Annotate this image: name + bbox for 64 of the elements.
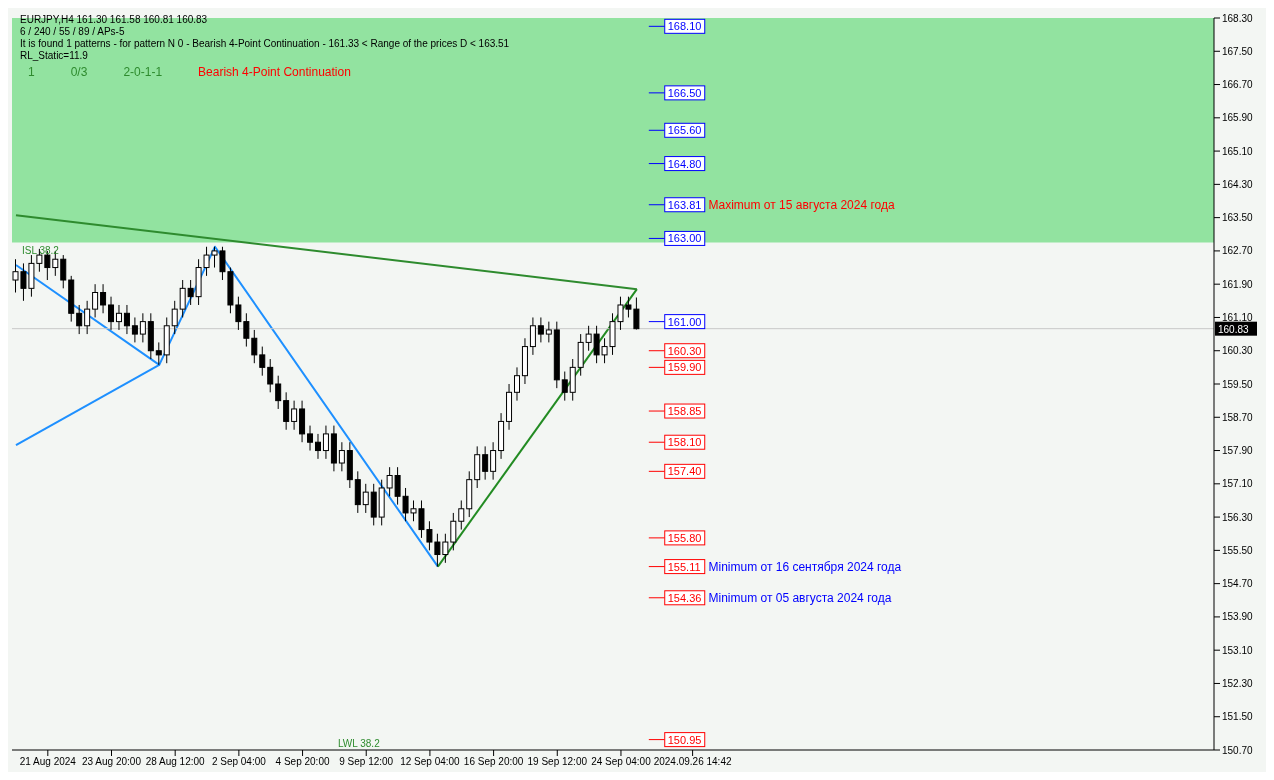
ref-line-label: 166.50 xyxy=(667,86,702,99)
y-tick-label: 160.30 xyxy=(1222,345,1254,357)
x-tick-label: 16 Sep 20:00 xyxy=(463,756,524,768)
x-tick-label: 12 Sep 04:00 xyxy=(400,756,461,768)
y-tick-label: 156.30 xyxy=(1222,511,1254,523)
annotation: 2-0-1-1 xyxy=(123,65,163,79)
y-tick-label: 159.50 xyxy=(1222,378,1254,390)
annotation: Minimum от 16 сентября 2024 года xyxy=(708,559,902,574)
ref-line-label: 154.36 xyxy=(667,591,702,604)
y-tick-label: 162.70 xyxy=(1222,245,1254,257)
y-tick-label: 153.90 xyxy=(1222,611,1254,623)
ref-line-label: 155.80 xyxy=(667,531,702,544)
y-tick-label: 153.10 xyxy=(1222,644,1254,656)
ref-line-label: 168.10 xyxy=(667,20,702,33)
y-tick-label: 152.30 xyxy=(1222,678,1254,689)
annotation: Maximum от 15 августа 2024 года xyxy=(708,197,895,212)
annotation: RL_Static=11.9 xyxy=(20,50,89,62)
ref-line-label: 163.81 xyxy=(667,198,702,211)
y-tick-label: 151.50 xyxy=(1222,711,1254,723)
annotation: 6 / 240 / 55 / 89 / APs-5 xyxy=(20,26,126,38)
y-tick-label: 165.90 xyxy=(1222,112,1254,124)
x-tick-label: 23 Aug 20:00 xyxy=(82,756,142,768)
y-tick-label: 161.90 xyxy=(1222,278,1254,290)
ref-line-label: 159.90 xyxy=(667,361,702,374)
chart-title: EURJPY,H4 161.30 161.58 160.81 160.83 xyxy=(20,14,209,26)
y-tick-label: 163.50 xyxy=(1222,212,1254,224)
ref-line-label: 164.80 xyxy=(667,157,702,170)
y-tick-label: 166.70 xyxy=(1222,79,1254,91)
y-tick-label: 167.50 xyxy=(1222,45,1254,57)
y-tick-label: 164.30 xyxy=(1222,178,1254,190)
y-tick-label: 157.90 xyxy=(1222,445,1254,457)
x-tick-label: 24 Sep 04:00 xyxy=(591,756,652,768)
ref-line-label: 155.11 xyxy=(667,560,701,573)
annotation: 0/3 xyxy=(70,65,88,79)
ref-line-label: 160.83 xyxy=(1218,323,1250,335)
y-tick-label: 155.50 xyxy=(1222,544,1254,556)
ref-line-label: 158.10 xyxy=(667,436,702,449)
y-tick-label: 168.30 xyxy=(1222,12,1254,24)
x-tick-label: 19 Sep 12:00 xyxy=(527,756,588,768)
y-tick-label: 157.10 xyxy=(1222,478,1254,490)
ref-line-label: 161.00 xyxy=(667,315,702,328)
x-tick-label: 2 Sep 04:00 xyxy=(211,756,267,768)
y-tick-label: 154.70 xyxy=(1222,578,1254,590)
annotation: 1 xyxy=(28,65,35,79)
y-tick-label: 161.10 xyxy=(1222,312,1254,323)
x-tick-label: 21 Aug 2024 xyxy=(19,756,77,768)
annotation: LWL 38.2 xyxy=(338,738,380,749)
ref-line-label: 150.95 xyxy=(667,733,702,746)
annotation: It is found 1 patterns - for pattern N 0 - Bearish 4-Point Continuation - 161.33 < Range of the prices D < 163.51 xyxy=(20,38,510,50)
x-tick-label: 4 Sep 20:00 xyxy=(275,756,330,768)
x-tick-label: 28 Aug 12:00 xyxy=(145,756,206,768)
annotation: Minimum от 05 августа 2024 года xyxy=(708,590,892,605)
annotation: Bearish 4-Point Continuation xyxy=(198,65,351,79)
y-tick-label: 165.10 xyxy=(1222,145,1254,157)
annotation: ISL 38.2 xyxy=(22,245,59,256)
x-tick-label: 2024.09.26 14:42 xyxy=(653,756,732,768)
ref-line-label: 160.30 xyxy=(667,344,702,357)
ref-line-label: 158.85 xyxy=(667,405,702,418)
y-tick-label: 150.70 xyxy=(1222,744,1254,756)
ref-line-label: 163.00 xyxy=(667,232,702,245)
y-tick-label: 158.70 xyxy=(1222,411,1254,423)
x-tick-label: 9 Sep 12:00 xyxy=(339,756,394,768)
ref-line-label: 165.60 xyxy=(667,124,702,137)
ref-line-label: 157.40 xyxy=(667,465,702,478)
